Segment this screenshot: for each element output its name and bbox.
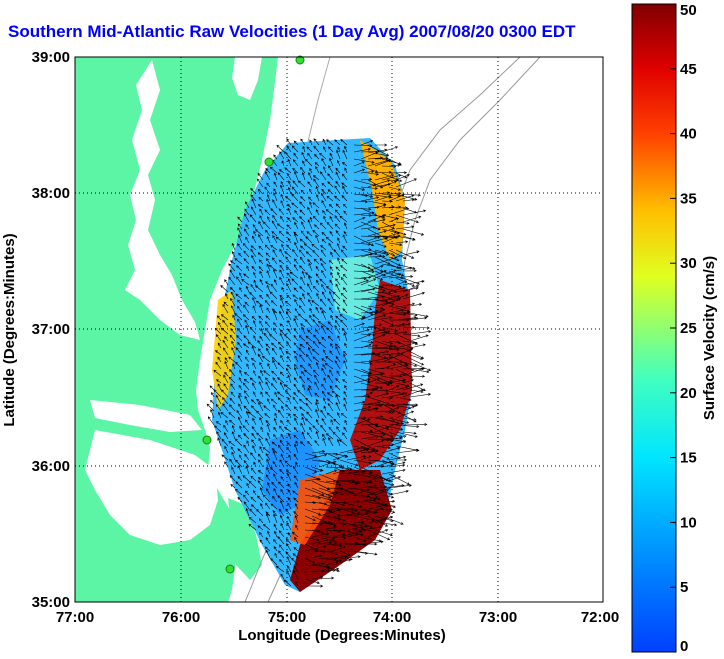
- chesapeake-bay: [125, 60, 200, 340]
- y-tick-label: 38:00: [32, 185, 70, 202]
- y-axis-label: Latitude (Degrees:Minutes): [1, 233, 18, 426]
- plot-frame: [74, 56, 604, 603]
- station-dot-icon: [295, 55, 305, 65]
- colorbar-tick-label: 25: [680, 320, 697, 337]
- pamlico-sound: [85, 430, 218, 545]
- x-axis-label: Longitude (Degrees:Minutes): [238, 627, 446, 644]
- colorbar: [631, 3, 677, 653]
- grid: [75, 57, 603, 602]
- x-tick-label: 73:00: [479, 609, 517, 626]
- station-dot-icon: [264, 157, 274, 167]
- x-tick-label: 77:00: [56, 609, 94, 626]
- velocity-field: [212, 138, 412, 592]
- x-tick-label: 76:00: [162, 609, 200, 626]
- y-tick-label: 36:00: [32, 458, 70, 475]
- colorbar-tick-label: 5: [680, 579, 688, 596]
- y-tick-label: 39:00: [32, 49, 70, 66]
- colorbar-tick-label: 35: [680, 190, 697, 207]
- colorbar-tick-label: 40: [680, 126, 697, 143]
- y-ticks: 39:00 38:00 37:00 36:00 35:00: [32, 49, 70, 611]
- current-arrow-icon: [206, 138, 432, 588]
- colorbar-tick-label: 15: [680, 450, 697, 467]
- colorbar-tick-label: 30: [680, 255, 697, 272]
- x-ticks: 77:00 76:00 75:00 74:00 73:00 72:00: [56, 609, 619, 626]
- x-tick-label: 74:00: [373, 609, 411, 626]
- colorbar-ticks: 0 5 10 15 20 25 30 35 40 45 50: [670, 2, 697, 655]
- y-tick-label: 37:00: [32, 321, 70, 338]
- station-dot-icon: [202, 435, 212, 445]
- colorbar-label: Surface Velocity (cm/s): [701, 256, 718, 420]
- delaware-bay: [232, 57, 262, 100]
- colorbar-tick-label: 45: [680, 61, 697, 78]
- station-dot-icon: [225, 564, 235, 574]
- colorbar-tick-label: 0: [680, 638, 688, 655]
- barrier-island: [228, 498, 262, 580]
- velocity-region-mid: [330, 255, 380, 320]
- colorbar-tick-label: 10: [680, 514, 697, 531]
- x-tick-label: 72:00: [581, 609, 619, 626]
- y-tick-label: 35:00: [32, 594, 70, 611]
- albemarle-sound: [90, 400, 202, 432]
- colorbar-tick-label: 20: [680, 385, 697, 402]
- x-tick-label: 75:00: [268, 609, 306, 626]
- colorbar-tick-label: 50: [680, 2, 697, 19]
- current-arrow-icon: [206, 138, 432, 588]
- map-title: Southern Mid-Atlantic Raw Velocities (1 …: [8, 22, 576, 41]
